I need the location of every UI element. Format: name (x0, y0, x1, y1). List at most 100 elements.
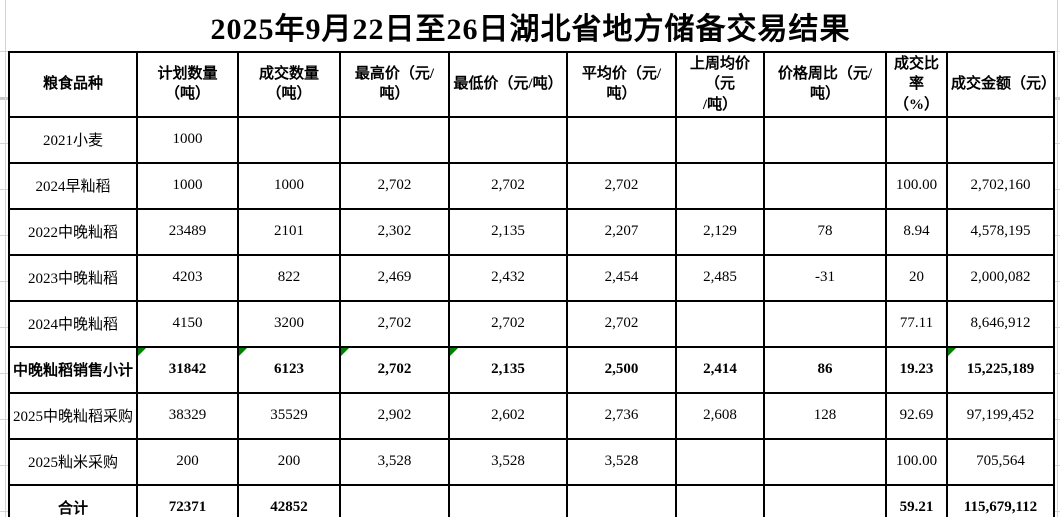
table-cell[interactable]: 59.21 (885, 483, 948, 517)
column-header-9[interactable]: 成交金额（元） (946, 51, 1055, 118)
table-cell[interactable]: 4150 (136, 299, 239, 348)
table-cell[interactable] (448, 483, 568, 517)
row-label-cell[interactable]: 2021小麦 (8, 115, 138, 164)
table-cell[interactable] (675, 437, 765, 486)
table-cell[interactable]: 8,646,912 (946, 299, 1055, 348)
table-cell[interactable]: 1000 (136, 161, 239, 210)
table-cell[interactable]: 128 (763, 391, 887, 440)
table-cell[interactable]: 19.23 (885, 345, 948, 394)
table-cell[interactable]: 2,702 (339, 345, 450, 394)
table-cell[interactable] (566, 115, 677, 164)
column-header-5[interactable]: 平均价（元/吨） (566, 51, 677, 118)
table-cell[interactable]: 822 (237, 253, 341, 302)
row-label-cell[interactable]: 2025籼米采购 (8, 437, 138, 486)
table-cell[interactable]: 2,702 (448, 299, 568, 348)
column-header-1[interactable]: 计划数量（吨） (136, 51, 239, 118)
table-cell[interactable]: 2,702 (566, 161, 677, 210)
table-cell[interactable]: 2,702,160 (946, 161, 1055, 210)
column-header-0[interactable]: 粮食品种 (8, 51, 138, 118)
table-cell[interactable] (448, 115, 568, 164)
column-header-4[interactable]: 最低价（元/吨） (448, 51, 568, 118)
table-cell[interactable]: 1000 (237, 161, 341, 210)
row-label-cell[interactable]: 中晚籼稻销售小计 (8, 345, 138, 394)
table-cell[interactable]: 2,129 (675, 207, 765, 256)
table-cell[interactable]: 4,578,195 (946, 207, 1055, 256)
table-cell[interactable]: 2,469 (339, 253, 450, 302)
table-cell[interactable]: 705,564 (946, 437, 1055, 486)
row-label-cell[interactable]: 2025中晚籼稻采购 (8, 391, 138, 440)
table-cell[interactable] (237, 115, 341, 164)
table-cell[interactable] (946, 115, 1055, 164)
table-cell[interactable]: 4203 (136, 253, 239, 302)
table-cell[interactable] (885, 115, 948, 164)
table-cell[interactable]: 23489 (136, 207, 239, 256)
table-cell[interactable]: 2,135 (448, 207, 568, 256)
table-cell[interactable] (675, 115, 765, 164)
table-cell[interactable]: 35529 (237, 391, 341, 440)
table-cell[interactable] (763, 437, 887, 486)
table-cell[interactable]: 3,528 (339, 437, 450, 486)
table-cell[interactable] (763, 161, 887, 210)
table-cell[interactable]: 2,702 (566, 299, 677, 348)
table-cell[interactable] (339, 115, 450, 164)
table-cell[interactable]: 2,000,082 (946, 253, 1055, 302)
table-cell[interactable]: 2,702 (448, 161, 568, 210)
table-cell[interactable] (763, 483, 887, 517)
table-cell[interactable]: 97,199,452 (946, 391, 1055, 440)
table-cell[interactable]: 200 (136, 437, 239, 486)
row-label-cell[interactable]: 2024中晚籼稻 (8, 299, 138, 348)
row-label-cell[interactable]: 2023中晚籼稻 (8, 253, 138, 302)
table-cell[interactable]: 20 (885, 253, 948, 302)
table-cell[interactable]: 2,485 (675, 253, 765, 302)
row-label-cell[interactable]: 合计 (8, 483, 138, 517)
table-cell[interactable] (675, 161, 765, 210)
table-cell[interactable]: 92.69 (885, 391, 948, 440)
table-cell[interactable] (763, 115, 887, 164)
table-cell[interactable] (566, 483, 677, 517)
table-cell[interactable] (675, 299, 765, 348)
table-cell[interactable]: 31842 (136, 345, 239, 394)
column-header-3[interactable]: 最高价（元/吨） (339, 51, 450, 118)
table-cell[interactable]: 1000 (136, 115, 239, 164)
table-cell[interactable]: 72371 (136, 483, 239, 517)
table-cell[interactable]: 100.00 (885, 437, 948, 486)
table-cell[interactable]: 15,225,189 (946, 345, 1055, 394)
table-cell[interactable]: 2,207 (566, 207, 677, 256)
table-cell[interactable]: 2,500 (566, 345, 677, 394)
table-cell[interactable]: 38329 (136, 391, 239, 440)
table-cell[interactable]: 115,679,112 (946, 483, 1055, 517)
row-label-cell[interactable]: 2024早籼稻 (8, 161, 138, 210)
table-cell[interactable]: 77.11 (885, 299, 948, 348)
table-cell[interactable]: 2,608 (675, 391, 765, 440)
table-cell[interactable]: 3,528 (448, 437, 568, 486)
table-cell[interactable]: 2,602 (448, 391, 568, 440)
table-cell[interactable]: 2,432 (448, 253, 568, 302)
table-cell[interactable]: 86 (763, 345, 887, 394)
table-cell[interactable]: 2,414 (675, 345, 765, 394)
table-cell[interactable]: 2,702 (339, 299, 450, 348)
table-cell[interactable]: 6123 (237, 345, 341, 394)
column-header-2[interactable]: 成交数量（吨） (237, 51, 341, 118)
table-cell[interactable] (675, 483, 765, 517)
table-cell[interactable]: 100.00 (885, 161, 948, 210)
column-header-7[interactable]: 价格周比（元/吨） (763, 51, 887, 118)
column-header-6[interactable]: 上周均价（元 /吨） (675, 51, 765, 118)
table-cell[interactable]: 2,302 (339, 207, 450, 256)
table-cell[interactable]: 8.94 (885, 207, 948, 256)
table-cell[interactable]: 200 (237, 437, 341, 486)
table-cell[interactable] (339, 483, 450, 517)
table-cell[interactable]: 2101 (237, 207, 341, 256)
table-cell[interactable]: 42852 (237, 483, 341, 517)
table-cell[interactable]: 78 (763, 207, 887, 256)
column-header-8[interactable]: 成交比率 （%） (885, 51, 948, 118)
table-cell[interactable]: 2,702 (339, 161, 450, 210)
table-cell[interactable]: 2,736 (566, 391, 677, 440)
table-cell[interactable]: 3200 (237, 299, 341, 348)
row-label-cell[interactable]: 2022中晚籼稻 (8, 207, 138, 256)
table-cell[interactable]: 2,902 (339, 391, 450, 440)
table-cell[interactable]: 2,135 (448, 345, 568, 394)
table-cell[interactable]: 3,528 (566, 437, 677, 486)
table-cell[interactable]: -31 (763, 253, 887, 302)
table-cell[interactable] (763, 299, 887, 348)
table-cell[interactable]: 2,454 (566, 253, 677, 302)
